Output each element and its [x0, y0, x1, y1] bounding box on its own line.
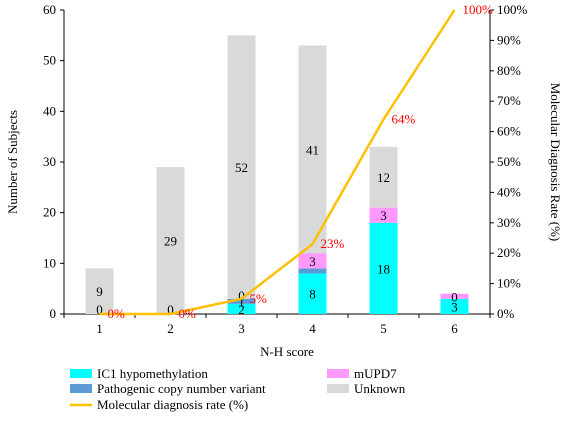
bar-data-label: 0	[167, 302, 174, 317]
line-data-label: 5%	[250, 291, 268, 306]
y2-tick-label: 20%	[497, 245, 521, 260]
bar-data-label: 12	[377, 170, 390, 185]
bar-mupd7	[369, 207, 398, 223]
y2-tick-label: 50%	[497, 154, 521, 169]
bar-data-label: 52	[235, 160, 248, 175]
y2-tick-label: 70%	[497, 93, 521, 108]
x-tick-label: 4	[309, 321, 316, 336]
bar-pathogenic-copy-number-variant	[298, 268, 327, 274]
y-tick-label: 40	[43, 103, 56, 118]
bar-data-label: 3	[380, 208, 387, 223]
legend-label: Unknown	[354, 381, 406, 396]
legend-label: Molecular diagnosis rate (%)	[97, 397, 248, 412]
y2-tick-label: 80%	[497, 63, 521, 78]
bar-unknown	[369, 146, 398, 208]
line-data-label: 64%	[392, 111, 416, 126]
line-data-label: 100%	[463, 2, 494, 17]
y-tick-label: 0	[50, 306, 57, 321]
y2-tick-label: 40%	[497, 184, 521, 199]
legend-label: IC1 hypomethylation	[97, 366, 208, 381]
y2-tick-label: 0%	[497, 306, 515, 321]
bar-unknown	[298, 45, 327, 254]
bar-pathogenic-copy-number-variant	[227, 298, 256, 304]
bar-unknown	[156, 167, 185, 314]
legend-label: Pathogenic copy number variant	[97, 381, 266, 396]
bar-data-label: 0	[451, 289, 458, 304]
bar-unknown	[227, 35, 256, 299]
line-data-label: 0%	[108, 306, 126, 321]
x-tick-label: 5	[380, 321, 387, 336]
legend-swatch	[70, 369, 92, 378]
bar-data-label: 29	[164, 234, 177, 249]
y2-axis-title: Molecular Diagnosis Rate (%)	[548, 83, 563, 241]
line-molecular-diagnosis-rate	[99, 9, 456, 316]
y2-tick-label: 10%	[497, 276, 521, 291]
y-tick-label: 50	[43, 53, 56, 68]
x-tick-label: 6	[451, 321, 458, 336]
bar-data-label: 9	[96, 284, 103, 299]
y2-tick-label: 90%	[497, 32, 521, 47]
bar-ic1-hypomethylation	[227, 303, 256, 314]
line-data-label: 0%	[179, 306, 197, 321]
x-axis-title: N-H score	[260, 344, 314, 359]
x-tick-label: 2	[167, 321, 174, 336]
line-data-label: 23%	[321, 236, 345, 251]
bar-unknown	[85, 268, 114, 314]
bar-mupd7	[298, 253, 327, 269]
y2-tick-label: 60%	[497, 124, 521, 139]
y-tick-label: 10	[43, 255, 56, 270]
y2-tick-label: 100%	[497, 2, 528, 17]
bar-data-label: 8	[309, 287, 316, 302]
bar-ic1-hypomethylation	[369, 222, 398, 314]
y2-tick-label: 30%	[497, 215, 521, 230]
legend-swatch	[327, 369, 349, 378]
bar-data-label: 0	[238, 288, 245, 303]
bar-data-label: 3	[451, 299, 458, 314]
bar-data-label: 2	[238, 302, 245, 317]
x-tick-label: 3	[238, 321, 245, 336]
bar-ic1-hypomethylation	[298, 273, 327, 314]
x-tick-label: 1	[96, 321, 103, 336]
y-tick-label: 30	[43, 154, 56, 169]
legend-swatch	[70, 384, 92, 393]
bar-data-label: 41	[306, 142, 319, 157]
bar-mupd7	[440, 293, 469, 299]
y-axis-title: Number of Subjects	[5, 110, 20, 214]
legend-label: mUPD7	[354, 366, 397, 381]
legend-swatch	[327, 384, 349, 393]
bar-data-label: 18	[377, 261, 390, 276]
bar-ic1-hypomethylation	[440, 298, 469, 314]
bar-data-label: 0	[96, 302, 103, 317]
bar-data-label: 3	[309, 254, 316, 269]
y-tick-label: 60	[43, 2, 56, 17]
bar-data-label: 1	[238, 294, 245, 309]
y-tick-label: 20	[43, 205, 56, 220]
